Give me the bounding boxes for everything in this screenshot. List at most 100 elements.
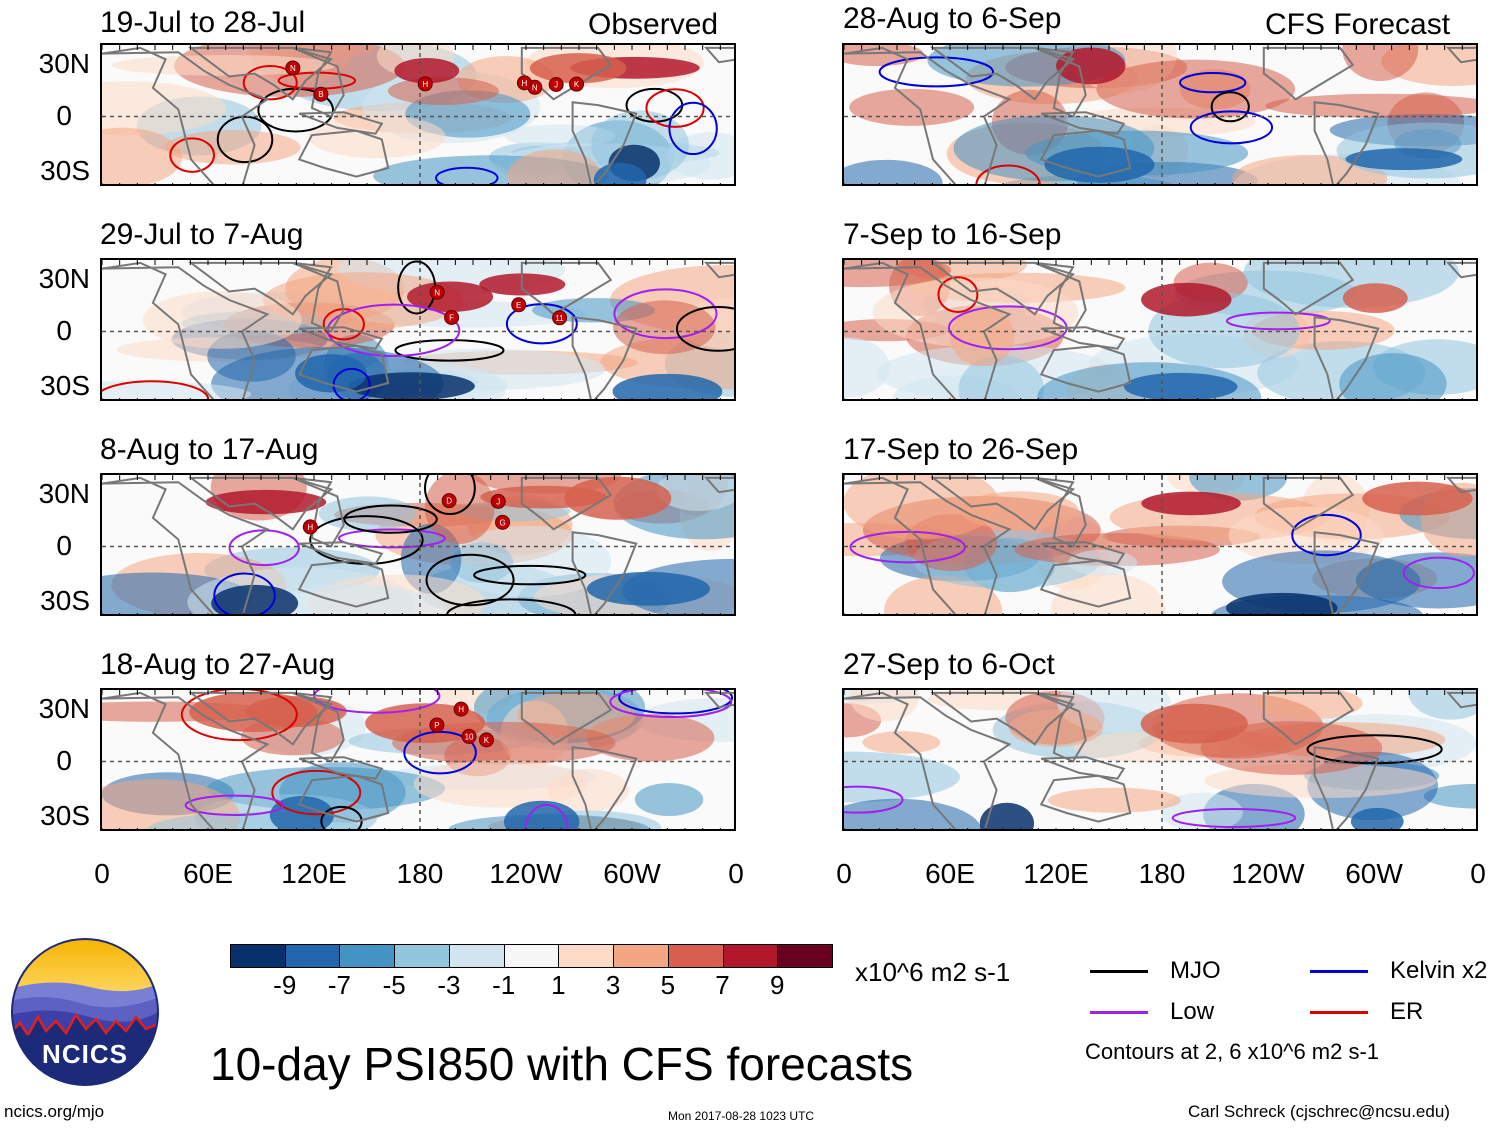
colorbar-tick-label: 3 [605, 970, 621, 1000]
colorbar-swatch [722, 944, 779, 968]
coastline [571, 746, 638, 829]
wave-contour [937, 276, 979, 313]
anomaly-core [529, 53, 627, 84]
lon-label-0: 0 [836, 858, 852, 889]
storm-icon: D [441, 493, 457, 509]
wave-contour [1306, 734, 1443, 765]
lon-label-60w: 60W [603, 858, 661, 889]
wave-contour [1179, 72, 1247, 94]
coastline [520, 261, 613, 316]
storm-icon: 11 [552, 310, 568, 326]
panel-title-4: 18-Aug to 27-Aug [100, 648, 336, 681]
panel-title-6: 7-Sep to 16-Sep [843, 218, 1062, 251]
coastline [1262, 261, 1355, 316]
coastline [844, 691, 1012, 829]
coastline [297, 344, 390, 393]
wave-contour [1402, 556, 1475, 590]
coastline [187, 261, 334, 316]
coastline [929, 261, 1076, 316]
footer-timestamp: Mon 2017-08-28 1023 UTC [668, 1109, 815, 1123]
wave-contour [435, 166, 499, 184]
storm-icon: J [490, 493, 506, 509]
coastline [102, 476, 270, 614]
figure-title: 10-day PSI850 with CFS forecasts [210, 1038, 914, 1090]
colorbar-tick-label: 5 [660, 970, 676, 1000]
anomaly-shade [424, 475, 495, 544]
storm-icon: B [313, 86, 329, 102]
wave-contour [524, 803, 569, 829]
anomaly-shade [1339, 353, 1447, 399]
lon-label-0-end: 0 [728, 858, 744, 889]
lat-label-30n: 30N [38, 48, 90, 79]
storm-icon: E [511, 297, 527, 313]
coastline [298, 756, 384, 780]
anomaly-shade [102, 380, 252, 399]
legend-label-low: Low [1170, 998, 1215, 1025]
storm-icon: H [453, 701, 469, 717]
anomaly-shade [142, 291, 302, 349]
anomaly-shade [844, 475, 999, 540]
wave-contour [320, 805, 363, 829]
wave-contour [473, 564, 587, 586]
storm-icon: N [429, 284, 445, 300]
lon-label-60e: 60E [925, 858, 975, 889]
wave-contour [1210, 91, 1250, 123]
anomaly-core [1226, 592, 1338, 614]
wave-contour [609, 690, 733, 719]
wave-contour [1189, 110, 1274, 145]
anomaly-core [1141, 491, 1241, 516]
anomaly-core [1362, 481, 1473, 516]
colorbar-swatch [394, 944, 450, 968]
anomaly-core [394, 58, 460, 84]
anomaly-shade [252, 584, 447, 614]
coastline [102, 261, 270, 399]
map-panel-3: D J G H [100, 473, 736, 616]
storm-icon: N [285, 60, 301, 76]
wave-contour [1171, 807, 1297, 828]
legend-line-er [1310, 1011, 1368, 1014]
anomaly-shade [504, 124, 616, 148]
svg-text:J: J [496, 497, 500, 506]
svg-text:B: B [318, 90, 323, 99]
coastline [1262, 476, 1355, 531]
wave-contour [180, 690, 298, 742]
panel-title-8: 27-Sep to 6-Oct [843, 648, 1055, 681]
coastline [298, 111, 384, 135]
svg-text:H: H [307, 523, 313, 532]
colorbar-swatch [448, 944, 505, 968]
coastline [520, 691, 613, 746]
legend-label-er: ER [1390, 998, 1424, 1025]
wave-contour [184, 794, 285, 816]
footer-url[interactable]: ncics.org/mjo [4, 1102, 105, 1121]
storm-icon: F [444, 309, 460, 325]
coastline [1039, 559, 1132, 608]
wave-contour [844, 785, 904, 814]
anomaly-core [211, 584, 299, 614]
lon-label-0-end: 0 [1470, 858, 1486, 889]
anomaly-core [205, 489, 327, 515]
coastline [1445, 691, 1476, 709]
wave-contour [403, 730, 477, 775]
lon-label-60e: 60E [183, 858, 233, 889]
coastline [1039, 129, 1132, 178]
colorbar-tick-label: -7 [327, 970, 352, 1000]
svg-text:H: H [422, 80, 428, 89]
anomaly-shade [844, 260, 952, 288]
colorbar-tick-label: -9 [273, 970, 297, 1000]
anomaly-shade [634, 782, 704, 817]
storm-icon: K [569, 76, 585, 92]
coastline [297, 774, 390, 823]
lat-label-0: 0 [56, 315, 72, 346]
colorbar-swatch [613, 944, 669, 968]
lon-label-120e: 120E [1023, 858, 1089, 889]
coastline [844, 261, 1012, 399]
legend-note: Contours at 2, 6 x10^6 m2 s-1 [1085, 1039, 1380, 1064]
wave-contour [1225, 311, 1331, 331]
storm-icon: H [516, 75, 532, 91]
coastline [1313, 746, 1380, 829]
coastline [929, 476, 1076, 531]
observed-label: Observed [588, 8, 719, 41]
anomaly-shade [307, 114, 446, 159]
coastline [1313, 316, 1380, 399]
logo-text: NCICS [42, 1039, 128, 1069]
